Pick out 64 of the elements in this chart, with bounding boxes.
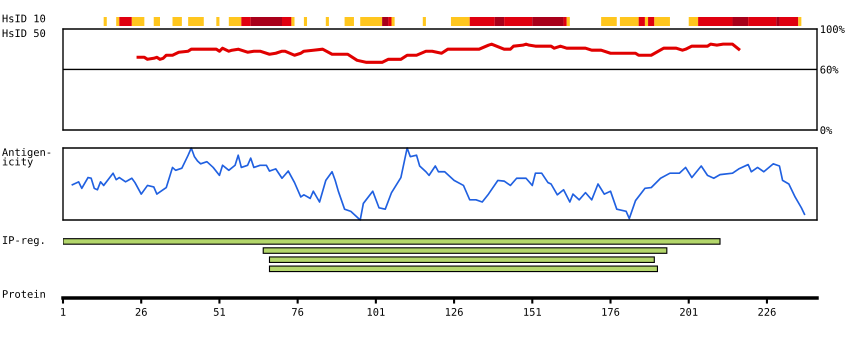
x-tick-label: 1 — [61, 308, 66, 316]
x-tick-label: 201 — [680, 308, 698, 316]
bar — [282, 17, 292, 26]
y-axis-title: IP-reg. — [2, 236, 44, 246]
bar — [732, 17, 748, 26]
bar — [116, 17, 120, 26]
bar — [422, 17, 426, 26]
bar — [388, 17, 392, 26]
y-tick-label: 60% — [820, 66, 838, 74]
x-axis-title: Protein — [2, 290, 45, 298]
y-tick-label: 0% — [820, 126, 832, 134]
bar — [620, 17, 639, 26]
bar — [601, 17, 617, 26]
x-tick-label: 51 — [214, 308, 225, 316]
bar — [748, 17, 776, 26]
bar — [344, 17, 354, 26]
bar — [470, 17, 495, 26]
x-tick-label: 151 — [524, 308, 541, 316]
x-tick-label: 176 — [602, 308, 620, 316]
bar — [654, 17, 670, 26]
bar — [132, 17, 144, 26]
bar — [326, 17, 329, 26]
bar — [494, 17, 504, 26]
bar — [698, 17, 733, 26]
bar — [779, 17, 798, 26]
bar — [688, 17, 698, 26]
bar — [291, 17, 295, 26]
line-series — [136, 42, 740, 64]
x-tick-label: 126 — [446, 308, 463, 316]
bar — [154, 17, 160, 26]
bar — [564, 17, 567, 26]
bar — [638, 17, 645, 26]
x-tick-label: 226 — [758, 308, 776, 316]
bar — [104, 17, 107, 26]
y-axis-title: HsID 50 — [2, 29, 46, 38]
bar — [392, 17, 395, 26]
bar — [798, 17, 802, 26]
bar — [172, 17, 182, 26]
bar — [644, 17, 648, 26]
bar — [119, 17, 132, 26]
bar — [532, 17, 564, 26]
bar — [504, 17, 532, 26]
bar — [450, 17, 470, 26]
bar — [250, 17, 282, 26]
bar — [63, 238, 721, 245]
bar — [268, 256, 655, 263]
x-tick-label: 26 — [136, 308, 147, 316]
bar — [262, 247, 668, 254]
bar — [648, 17, 654, 26]
bar — [228, 17, 242, 26]
bar — [216, 17, 220, 26]
bar — [241, 17, 251, 26]
bar — [382, 17, 388, 26]
bar — [304, 17, 308, 26]
bar — [268, 266, 658, 272]
bar — [566, 17, 570, 26]
y-axis-title: HsID 10 — [2, 14, 46, 22]
x-tick-label: 76 — [292, 308, 304, 316]
bar — [776, 17, 780, 26]
x-tick-label: 101 — [368, 308, 385, 316]
y-axis-title: Antigen- icity — [2, 148, 50, 168]
y-tick-label: 100% — [821, 25, 845, 34]
bar — [360, 17, 382, 26]
bar — [188, 17, 204, 26]
